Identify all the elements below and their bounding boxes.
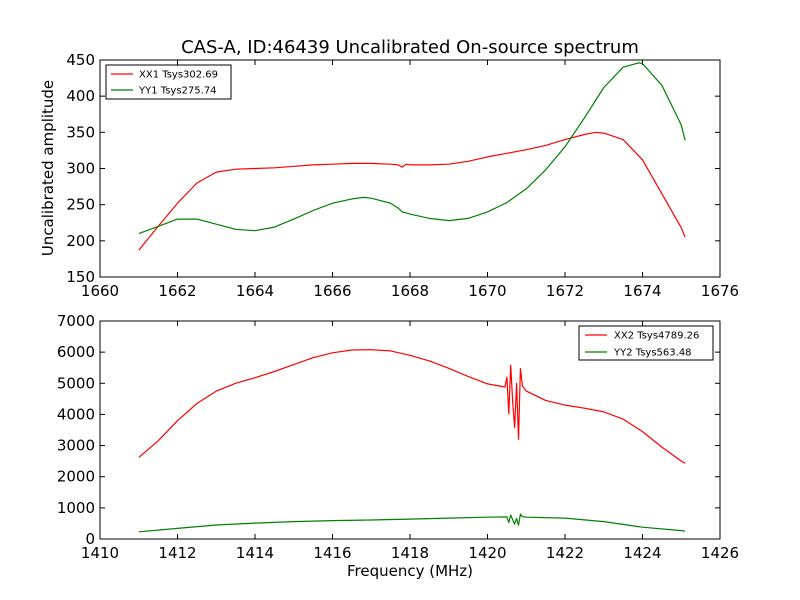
top-x-tick-label: 1668 xyxy=(391,282,429,300)
bottom-x-tick-label: 1420 xyxy=(468,544,506,562)
top-x-tick-label: 1670 xyxy=(468,282,506,300)
bottom-legend-box xyxy=(578,325,714,361)
top-panel: 1660 1662 1664 1666 1668 1670 1672 1674 1676 150 2… xyxy=(39,51,739,300)
top-x-tick-label: 1662 xyxy=(158,282,196,300)
bottom-y-tick-label: 2000 xyxy=(57,468,95,486)
legend-label-xx2: XX2 Tsys4789.26 xyxy=(614,331,699,342)
top-series-line-xx1 xyxy=(138,131,686,251)
top-y-tick-label: 200 xyxy=(66,232,95,250)
top-y-tick-label: 400 xyxy=(66,87,95,105)
top-legend-box xyxy=(105,64,232,100)
bottom-axis-ticks: 1410 1412 1414 1416 1418 1420 1422 1424 1426 0 100… xyxy=(57,312,739,562)
bottom-x-tick-label: 1418 xyxy=(391,544,429,562)
top-series-lines xyxy=(138,62,686,251)
bottom-x-tick-label: 1426 xyxy=(701,544,739,562)
top-y-axis-label: Uncalibrated amplitude xyxy=(39,80,57,256)
bottom-y-tick-label: 7000 xyxy=(57,312,95,330)
bottom-series-line-yy2 xyxy=(138,513,686,533)
bottom-y-tick-label: 6000 xyxy=(57,343,95,361)
bottom-x-tick-label: 1412 xyxy=(158,544,196,562)
bottom-y-tick-label: 1000 xyxy=(57,499,95,517)
top-y-tick-label: 250 xyxy=(66,196,95,214)
top-y-tick-label: 450 xyxy=(66,51,95,69)
bottom-series-lines xyxy=(138,349,686,533)
figure-title: CAS-A, ID:46439 Uncalibrated On-source s… xyxy=(181,37,639,58)
legend-label-yy2: YY2 Tsys563.48 xyxy=(613,348,692,359)
top-y-tick-label: 350 xyxy=(66,123,95,141)
top-x-tick-label: 1676 xyxy=(701,282,739,300)
bottom-y-tick-label: 4000 xyxy=(57,405,95,423)
top-x-tick-label: 1666 xyxy=(313,282,351,300)
top-plot-frame xyxy=(99,59,721,278)
bottom-panel: 1410 1412 1414 1416 1418 1420 1422 1424 1426 0 100… xyxy=(57,312,739,580)
top-x-tick-label: 1660 xyxy=(81,282,119,300)
top-x-tick-label: 1672 xyxy=(546,282,584,300)
top-x-tick-label: 1674 xyxy=(623,282,661,300)
bottom-y-tick-label: 5000 xyxy=(57,374,95,392)
top-legend: XX1 Tsys302.69 YY1 Tsys275.74 xyxy=(105,64,232,100)
top-y-tick-label: 150 xyxy=(66,268,95,286)
top-x-tick-label: 1664 xyxy=(236,282,274,300)
bottom-x-tick-label: 1414 xyxy=(236,544,274,562)
bottom-x-tick-label: 1422 xyxy=(546,544,584,562)
legend-label-xx1: XX1 Tsys302.69 xyxy=(139,70,218,81)
bottom-series-line-xx2 xyxy=(138,349,686,464)
top-series-line-yy1 xyxy=(138,62,686,235)
top-axis-ticks: 1660 1662 1664 1666 1668 1670 1672 1674 1676 150 2… xyxy=(66,51,739,300)
bottom-legend: XX2 Tsys4789.26 YY2 Tsys563.48 xyxy=(578,325,714,361)
bottom-y-tick-label: 0 xyxy=(85,530,95,548)
bottom-x-tick-label: 1416 xyxy=(313,544,351,562)
top-y-tick-label: 300 xyxy=(66,160,95,178)
bottom-y-tick-label: 3000 xyxy=(57,437,95,455)
bottom-x-tick-label: 1410 xyxy=(81,544,119,562)
bottom-x-tick-label: 1424 xyxy=(623,544,661,562)
bottom-plot-frame xyxy=(99,320,721,540)
bottom-x-axis-label: Frequency (MHz) xyxy=(347,562,473,580)
legend-label-yy1: YY1 Tsys275.74 xyxy=(138,86,217,97)
